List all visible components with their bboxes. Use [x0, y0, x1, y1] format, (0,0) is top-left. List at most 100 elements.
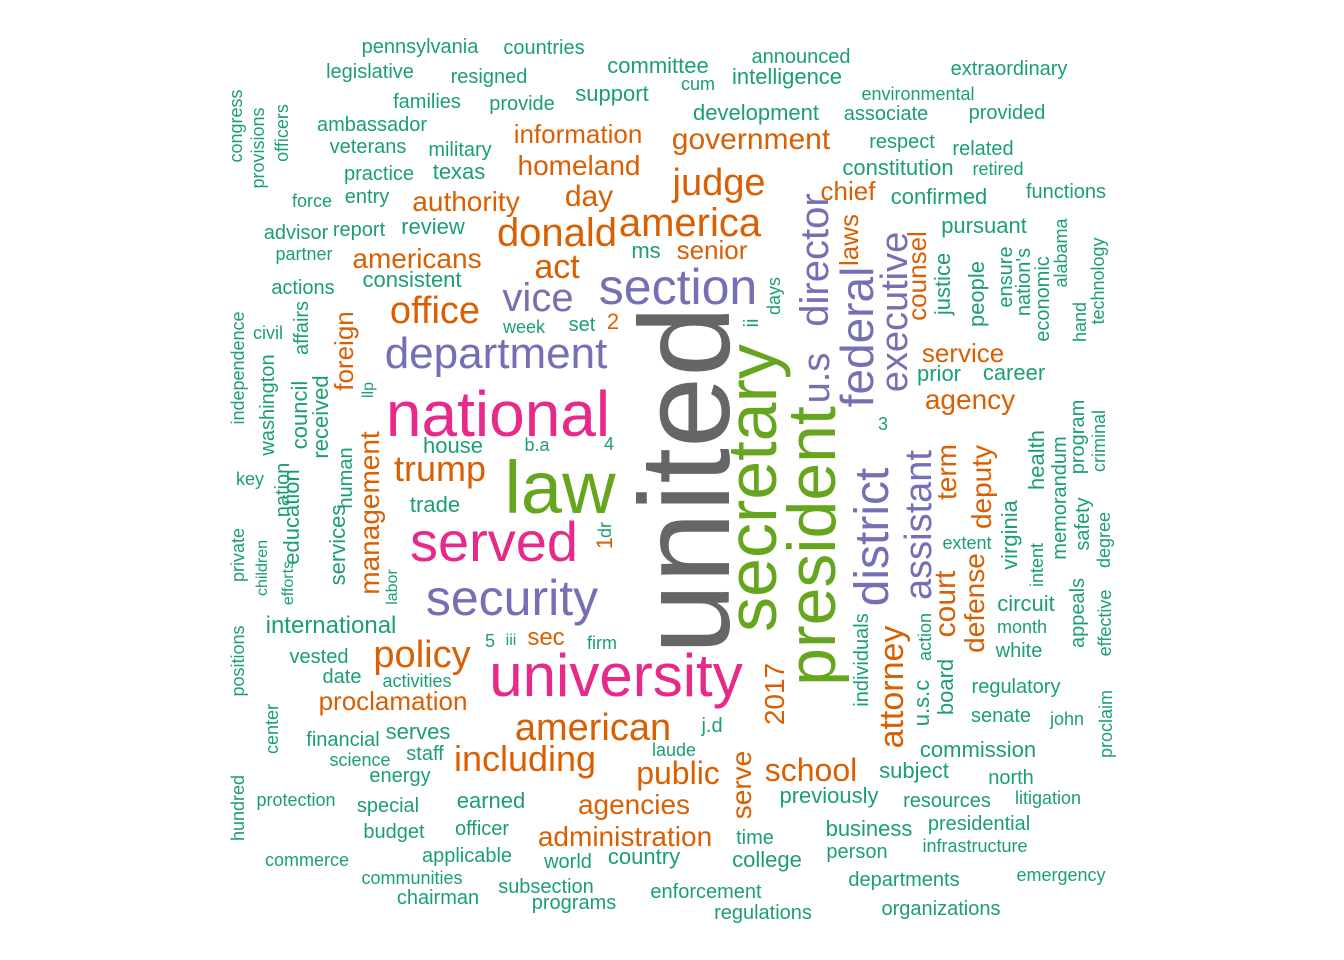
word: announced: [751, 46, 851, 68]
word: individuals: [851, 613, 873, 707]
word: washington: [257, 354, 279, 456]
word: technology: [1088, 237, 1108, 325]
word: environmental: [861, 84, 975, 104]
word: affairs: [291, 300, 313, 356]
word: ii: [741, 318, 763, 328]
word: applicable: [421, 845, 513, 867]
word: term: [931, 444, 962, 500]
word: provisions: [248, 107, 268, 189]
word: nation's: [1013, 247, 1035, 317]
word: week: [502, 317, 546, 337]
word: school: [764, 752, 858, 788]
word: including: [453, 738, 597, 779]
word: 2017: [759, 662, 790, 726]
word: support: [575, 81, 649, 106]
word: international: [265, 612, 397, 639]
word: north: [988, 767, 1034, 789]
word: laude: [651, 740, 697, 760]
word: 5: [484, 631, 496, 651]
word: hundred: [228, 774, 248, 842]
word: extent: [942, 533, 992, 553]
word: economic: [1032, 256, 1054, 342]
word: human: [335, 447, 357, 509]
word: serve: [726, 750, 757, 820]
word: infrastructure: [922, 836, 1028, 856]
word: confirmed: [890, 184, 988, 209]
word: degree: [1094, 511, 1114, 569]
word: senate: [970, 705, 1032, 727]
word: college: [732, 847, 802, 872]
word: agencies: [577, 789, 691, 820]
word: education: [279, 469, 304, 565]
word: provide: [489, 93, 555, 115]
word: subsection: [498, 876, 594, 898]
word: regulatory: [971, 676, 1061, 698]
word: director: [793, 193, 837, 327]
word: programs: [531, 892, 617, 914]
word: pursuant: [941, 213, 1027, 238]
word: enforcement: [650, 881, 762, 903]
word: functions: [1025, 181, 1107, 203]
word: justice: [930, 252, 955, 316]
word: officer: [454, 818, 510, 840]
word: program: [1067, 399, 1089, 475]
word: hand: [1070, 301, 1090, 343]
word: sec: [527, 624, 565, 651]
word: resources: [903, 790, 991, 812]
word: departments: [848, 869, 960, 891]
word: appeals: [1067, 577, 1089, 649]
word: financial: [306, 729, 380, 751]
word: report: [332, 219, 386, 241]
word: committee: [607, 53, 709, 78]
word: associate: [843, 103, 929, 125]
word: advisor: [263, 222, 329, 244]
word: criminal: [1089, 409, 1109, 473]
word: people: [964, 260, 989, 328]
word: earned: [456, 788, 526, 813]
word: activities: [382, 671, 452, 691]
word: serves: [385, 719, 451, 744]
word: judge: [672, 162, 766, 204]
word: ambassador: [316, 114, 428, 136]
word: cum: [680, 74, 716, 94]
word: day: [564, 180, 614, 213]
word: office: [389, 290, 481, 332]
word: department: [384, 329, 608, 378]
word: country: [607, 844, 681, 869]
word: senior: [676, 235, 748, 265]
word: set: [568, 314, 596, 336]
word: person: [826, 841, 888, 863]
word: officers: [272, 104, 292, 162]
word: month: [996, 617, 1048, 637]
word: defense: [959, 553, 990, 653]
word: administration: [537, 821, 713, 852]
word: j.d: [701, 715, 723, 737]
word: john: [1049, 709, 1085, 729]
word: president: [774, 406, 850, 686]
word: u.s: [796, 352, 838, 404]
word: entry: [344, 186, 390, 208]
word: counsel: [902, 231, 932, 321]
word: 3: [877, 414, 889, 434]
word: act: [534, 248, 580, 286]
word: iii: [505, 632, 517, 649]
word: resigned: [450, 66, 528, 88]
word: budget: [363, 821, 425, 843]
word: emergency: [1016, 865, 1106, 885]
word: children: [254, 539, 271, 597]
word: presidential: [927, 813, 1031, 835]
word: chief: [820, 176, 876, 206]
word: subject: [879, 758, 949, 783]
word: attorney: [873, 625, 911, 749]
word: efforts: [280, 560, 297, 606]
word: proclaim: [1096, 689, 1116, 759]
word: trump: [393, 448, 487, 489]
word: science: [329, 750, 391, 770]
word: date: [322, 666, 362, 688]
word: court: [929, 570, 962, 638]
word: action: [915, 612, 935, 662]
word: safety: [1072, 497, 1094, 551]
word: partner: [275, 244, 333, 264]
word: center: [262, 703, 282, 755]
word: key: [235, 469, 265, 489]
